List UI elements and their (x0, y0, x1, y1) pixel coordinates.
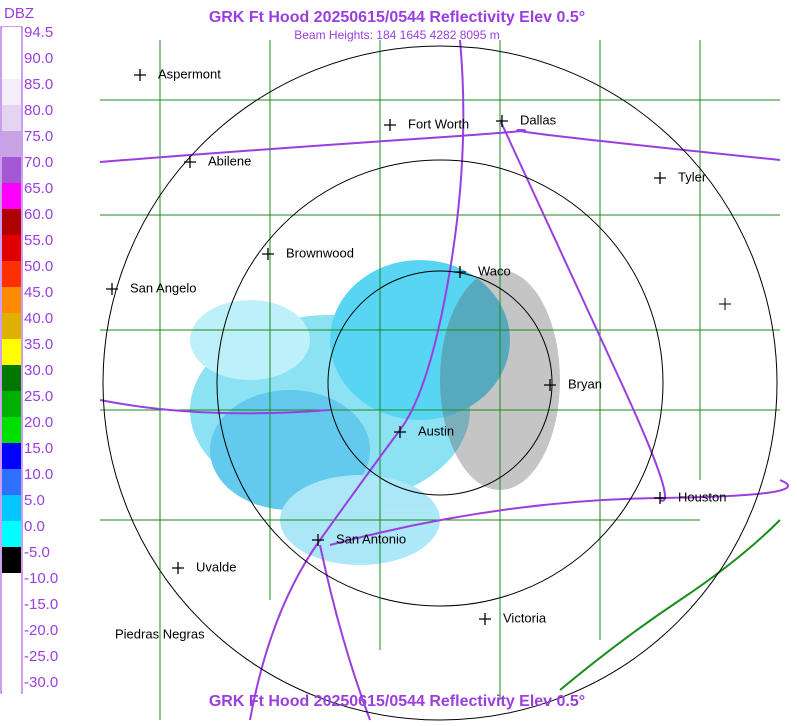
scale-label: 10.0 (24, 466, 53, 483)
city-label: Dallas (520, 112, 557, 127)
city-marker (394, 426, 406, 438)
scale-label: -30.0 (24, 674, 58, 691)
scale-label: 50.0 (24, 258, 53, 275)
footer-title: GRK Ft Hood 20250615/0544 Reflectivity E… (209, 693, 585, 710)
scale-swatch (2, 573, 21, 599)
scale-label: 20.0 (24, 414, 53, 431)
color-scale: DBZ 94.5 90.0 85.0 80.0 75.0 70.0 65.0 60.0 55.0 5… (0, 5, 58, 703)
scale-label: 75.0 (24, 128, 53, 145)
city-label: Bryan (568, 376, 602, 391)
scale-label: -20.0 (24, 622, 58, 639)
scale-label: 65.0 (24, 180, 53, 197)
scale-swatch (2, 625, 21, 651)
subtitle: Beam Heights: 184 1645 4282 8095 m (294, 28, 499, 42)
scale-swatch (2, 469, 21, 495)
scale-swatch (2, 27, 21, 53)
scale-swatch (2, 651, 21, 677)
highways (99, 39, 789, 721)
city-label: Austin (418, 423, 454, 438)
scale-label: 45.0 (24, 284, 53, 301)
city-marker (106, 283, 118, 295)
scale-label: 35.0 (24, 336, 53, 353)
scale-label: 0.0 (24, 518, 45, 535)
scale-swatch (2, 677, 21, 703)
city-marker (654, 172, 666, 184)
scale-swatch (2, 521, 21, 547)
city-marker (479, 613, 491, 625)
county-lines (100, 40, 781, 720)
scale-swatch (2, 53, 21, 79)
scale-label: 5.0 (24, 492, 45, 509)
scale-label: -15.0 (24, 596, 58, 613)
scale-swatch (2, 261, 21, 287)
city-marker (544, 379, 556, 391)
scale-label: 90.0 (24, 50, 53, 67)
city-marker (654, 492, 666, 504)
title: GRK Ft Hood 20250615/0544 Reflectivity E… (209, 9, 585, 26)
scale-swatch (2, 235, 21, 261)
city-label: Brownwood (286, 245, 354, 260)
city-label: Victoria (503, 610, 547, 625)
scale-label: 85.0 (24, 76, 53, 93)
city-label: Aspermont (158, 66, 221, 81)
city-label: Abilene (208, 153, 251, 168)
scale-swatch (2, 599, 21, 625)
scale-swatch (2, 339, 21, 365)
scale-label: 15.0 (24, 440, 53, 457)
city-label: Tyler (678, 169, 707, 184)
scale-label: -5.0 (24, 544, 50, 561)
scale-label: -25.0 (24, 648, 58, 665)
scale-swatch (2, 79, 21, 105)
city-label: Houston (678, 489, 726, 504)
city-marker (262, 248, 274, 260)
city-label: San Antonio (336, 531, 406, 546)
city-label: Piedras Negras (115, 626, 205, 641)
scale-label: 25.0 (24, 388, 53, 405)
city-label: Fort Worth (408, 116, 469, 131)
scale-label: 60.0 (24, 206, 53, 223)
scale-swatch (2, 209, 21, 235)
city-marker (312, 534, 324, 546)
scale-label: -10.0 (24, 570, 58, 587)
city-marker (134, 69, 146, 81)
city-marker (184, 156, 196, 168)
scale-label: 30.0 (24, 362, 53, 379)
city-marker (172, 562, 184, 574)
city-marker (719, 298, 731, 310)
scale-swatch (2, 417, 21, 443)
scale-swatch (2, 495, 21, 521)
city-marker (496, 115, 508, 127)
scale-label: 94.5 (24, 24, 53, 41)
scale-label: 40.0 (24, 310, 53, 327)
scale-swatch (2, 157, 21, 183)
cities: Aspermont Fort Worth Dallas Abilene Tyler Bro… (106, 66, 731, 641)
scale-unit: DBZ (4, 5, 34, 22)
scale-label: 80.0 (24, 102, 53, 119)
city-label: San Angelo (130, 280, 197, 295)
scale-swatch (2, 131, 21, 157)
scale-label: 70.0 (24, 154, 53, 171)
scale-swatch (2, 287, 21, 313)
city-label: Uvalde (196, 559, 236, 574)
scale-label: 55.0 (24, 232, 53, 249)
city-marker (454, 266, 466, 278)
range-rings (102, 45, 778, 721)
scale-swatch (2, 391, 21, 417)
scale-swatch (2, 183, 21, 209)
scale-swatch (2, 313, 21, 339)
city-marker (384, 119, 396, 131)
city-label: Waco (478, 263, 511, 278)
scale-swatch (2, 443, 21, 469)
scale-swatch (2, 547, 21, 573)
scale-swatch (2, 105, 21, 131)
scale-swatch (2, 365, 21, 391)
